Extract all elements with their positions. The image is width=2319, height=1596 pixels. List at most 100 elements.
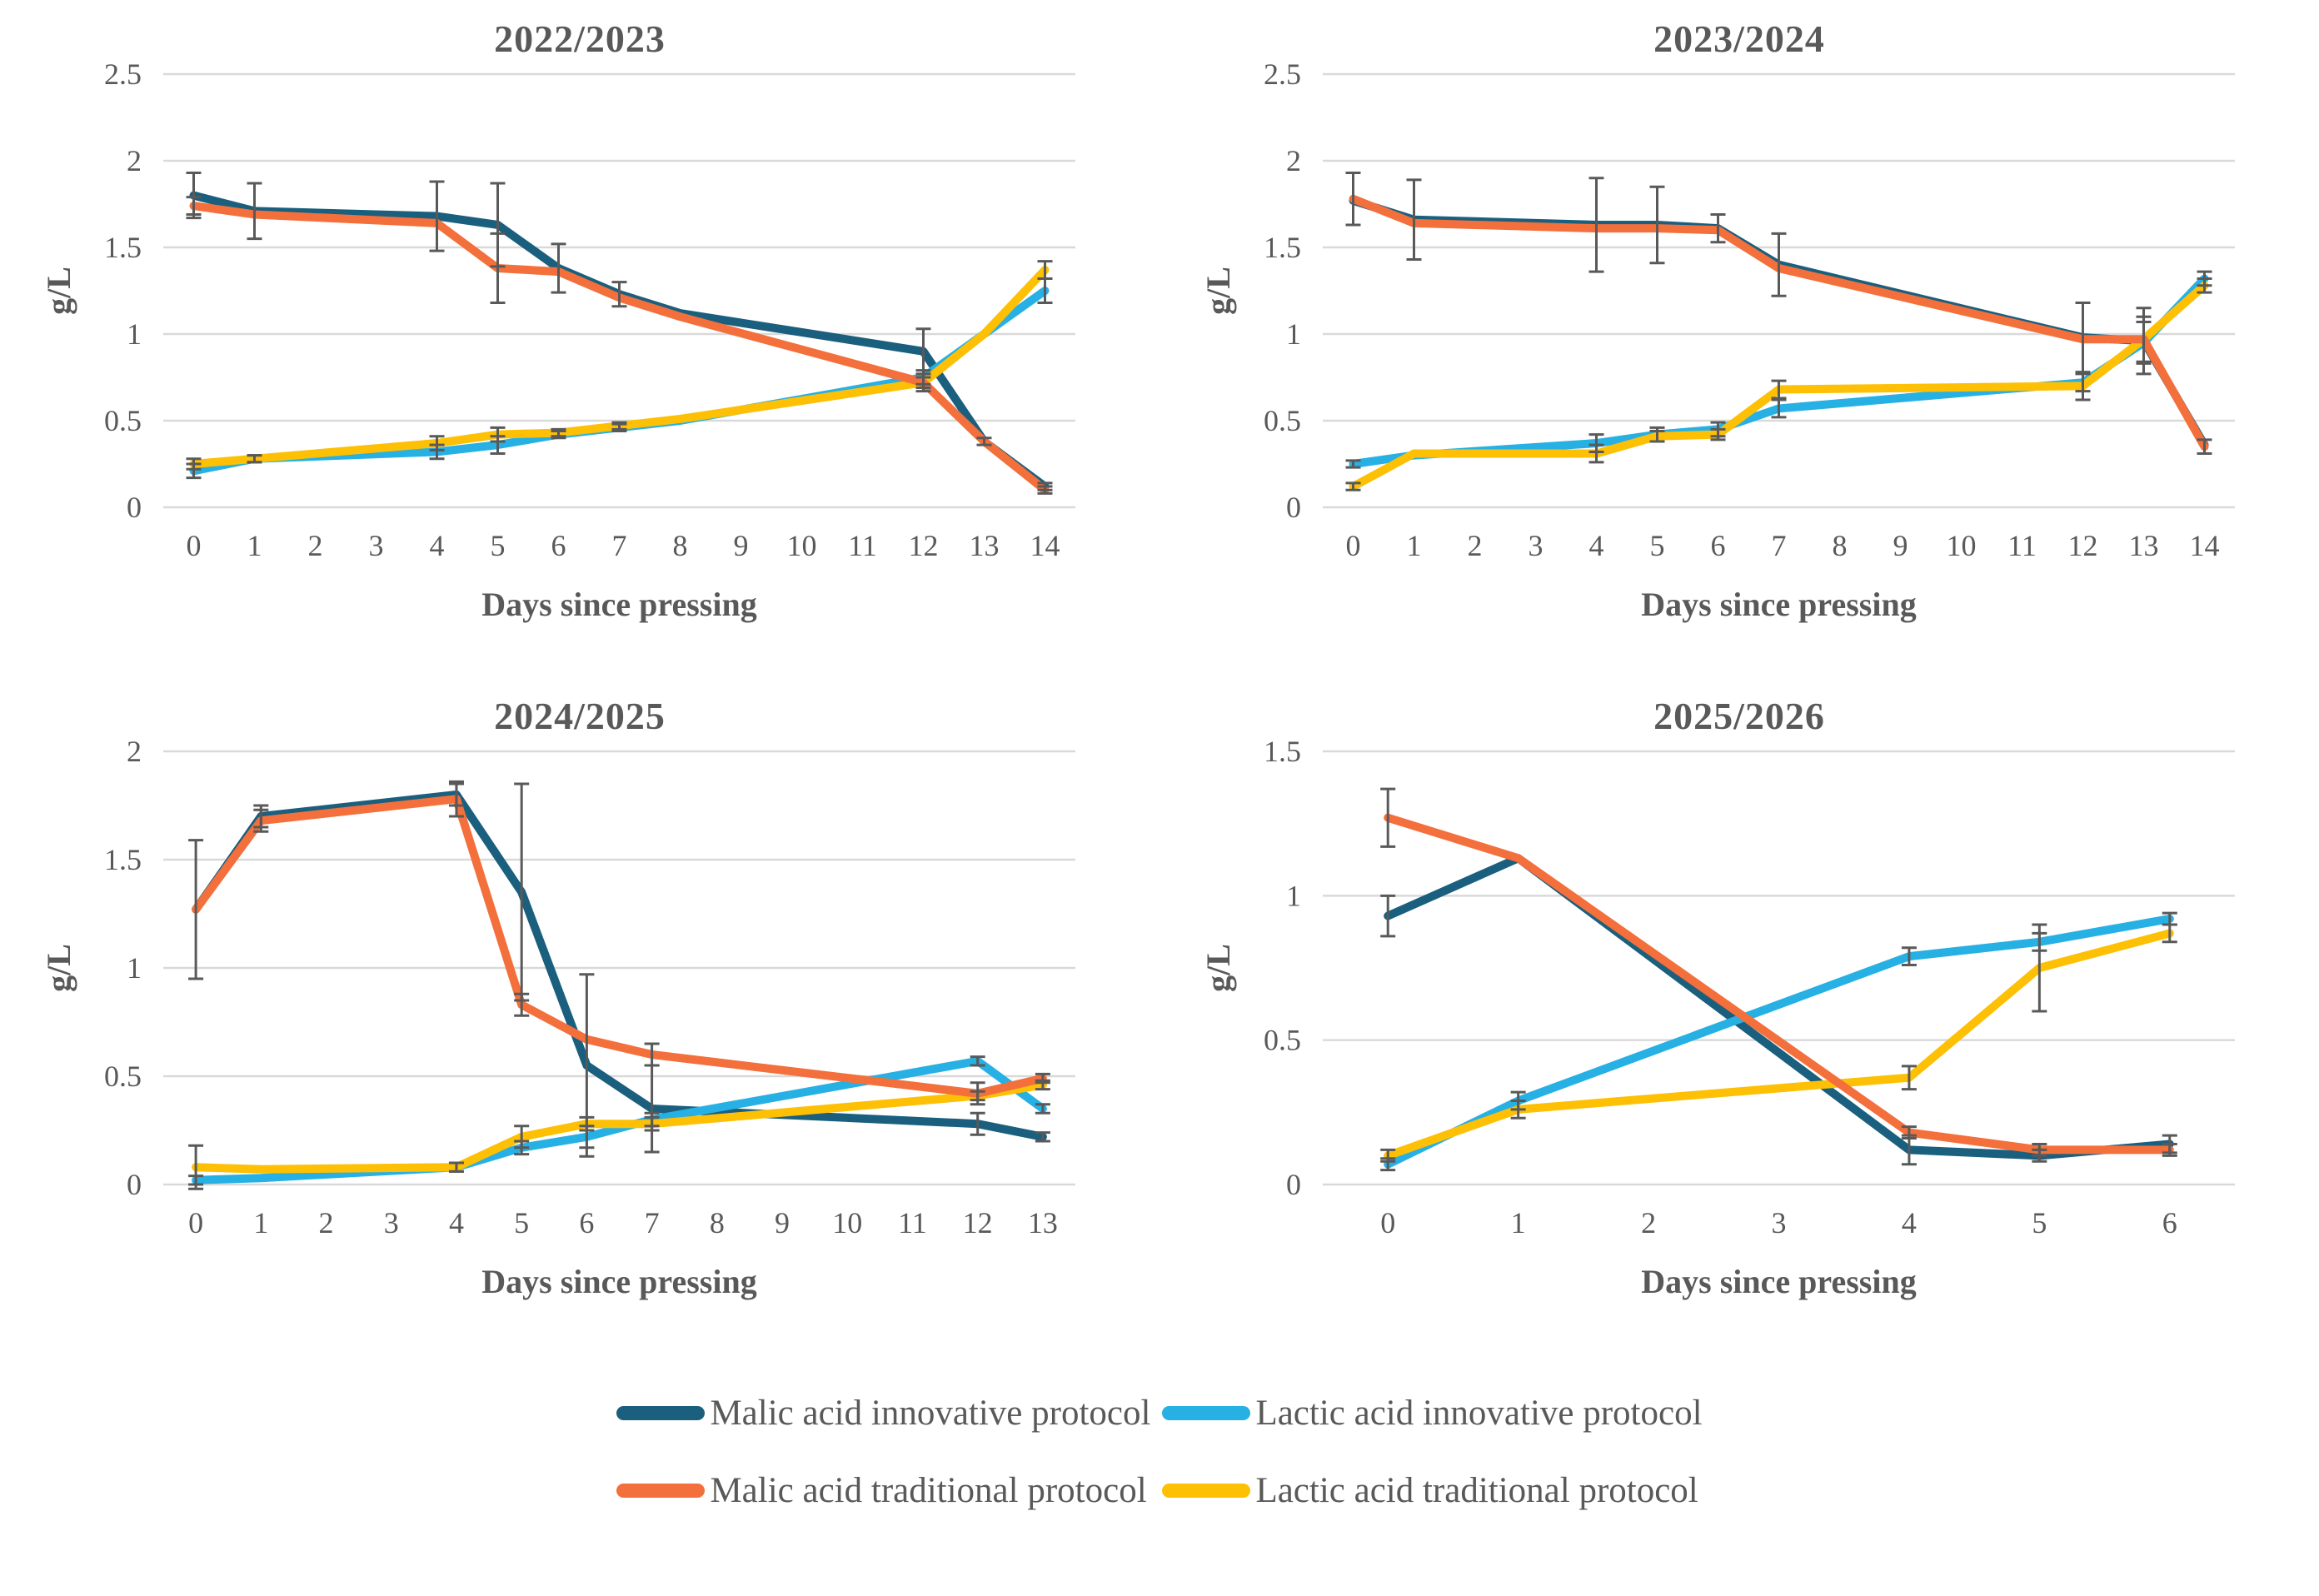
chart-title-2024-2025: 2024/2025 bbox=[494, 695, 666, 737]
y-tick-label: 0.5 bbox=[104, 404, 142, 437]
y-axis-label: g/L bbox=[40, 944, 77, 992]
y-tick-label: 2 bbox=[1286, 144, 1301, 177]
y-tick-label: 2.5 bbox=[104, 61, 142, 91]
x-tick-label: 6 bbox=[1711, 529, 1726, 562]
x-tick-label: 5 bbox=[1650, 529, 1665, 562]
y-tick-label: 2 bbox=[127, 738, 142, 768]
x-tick-label: 13 bbox=[1028, 1206, 1058, 1239]
x-tick-label: 13 bbox=[2129, 529, 2159, 562]
y-tick-label: 0 bbox=[127, 1168, 142, 1201]
y-tick-label: 0.5 bbox=[104, 1060, 142, 1093]
legend-grid: Malic acid innovative protocol Lactic ac… bbox=[616, 1393, 1703, 1511]
x-tick-label: 8 bbox=[673, 529, 688, 562]
x-tick-label: 7 bbox=[1772, 529, 1787, 562]
series-line-malic_innovative bbox=[192, 791, 1047, 1141]
x-tick-label: 2 bbox=[319, 1206, 334, 1239]
x-tick-label: 11 bbox=[2007, 529, 2037, 562]
x-axis-label: Days since pressing bbox=[481, 586, 756, 623]
legend-label: Lactic acid innovative protocol bbox=[1255, 1394, 1703, 1433]
series-line-lactic_innovative bbox=[192, 1056, 1047, 1185]
x-tick-label: 12 bbox=[2068, 529, 2098, 562]
x-tick-label: 14 bbox=[2190, 529, 2220, 562]
x-tick-label: 7 bbox=[645, 1206, 660, 1239]
series-line-lactic_traditional bbox=[189, 266, 1050, 468]
x-tick-label: 2 bbox=[1641, 1206, 1656, 1239]
chart-title-2023-2024: 2023/2024 bbox=[1653, 17, 1825, 60]
legend-item-lactic-innovative: Lactic acid innovative protocol bbox=[1162, 1393, 1703, 1434]
chart-title-2022-2023: 2022/2023 bbox=[494, 17, 666, 60]
legend-label: Lactic acid traditional protocol bbox=[1255, 1471, 1698, 1510]
x-tick-label: 4 bbox=[430, 529, 445, 562]
x-tick-label: 1 bbox=[253, 1206, 268, 1239]
x-tick-label: 5 bbox=[514, 1206, 529, 1239]
x-tick-label: 5 bbox=[491, 529, 506, 562]
x-tick-label: 3 bbox=[1529, 529, 1544, 562]
x-tick-label: 9 bbox=[734, 529, 749, 562]
x-axis-label: Days since pressing bbox=[1641, 586, 1916, 623]
x-tick-label: 2 bbox=[1468, 529, 1483, 562]
x-tick-label: 11 bbox=[898, 1206, 927, 1239]
x-tick-label: 6 bbox=[551, 529, 566, 562]
x-tick-label: 13 bbox=[970, 529, 1000, 562]
charts-grid: 2022/2023 0 0.5 1 1.5 2 2.5 0 1 2 3 4 5 6 7 8 9 10 11 12 13… bbox=[0, 0, 2319, 1354]
x-tick-label: 4 bbox=[449, 1206, 464, 1239]
chart-2023-2024: 2023/2024 0 0.5 1 1.5 2 2.5 0 1 2 3 4 5 6 7 8 9 10 11 12 13… bbox=[1160, 0, 2319, 677]
x-tick-label: 3 bbox=[1772, 1206, 1787, 1239]
chart-title-2025-2026: 2025/2026 bbox=[1653, 695, 1825, 737]
legend-label: Malic acid traditional protocol bbox=[710, 1471, 1147, 1510]
legend: Malic acid innovative protocol Lactic ac… bbox=[0, 1393, 2319, 1511]
chart-2025-2026-plot: 0 0.5 1 1.5 0 1 2 3 4 5 6 Days since pressing g/L bbox=[1199, 738, 2235, 1300]
x-tick-label: 0 bbox=[1380, 1206, 1395, 1239]
legend-label: Malic acid innovative protocol bbox=[710, 1394, 1151, 1433]
y-axis-label: g/L bbox=[1199, 267, 1237, 315]
x-tick-label: 14 bbox=[1030, 529, 1060, 562]
y-axis-label: g/L bbox=[40, 267, 77, 315]
x-tick-label: 0 bbox=[1346, 529, 1361, 562]
y-tick-label: 1.5 bbox=[104, 231, 142, 264]
x-tick-label: 8 bbox=[1833, 529, 1848, 562]
chart-2025-2026: 2025/2026 0 0.5 1 1.5 0 1 2 3 4 5 6 Days since pres… bbox=[1160, 677, 2319, 1354]
x-tick-label: 1 bbox=[1511, 1206, 1526, 1239]
x-tick-label: 6 bbox=[579, 1206, 594, 1239]
chart-2024-2025: 2024/2025 0 0.5 1 1.5 2 0 1 2 3 4 5 6 7 8 9 10 11 12 13 Day… bbox=[0, 677, 1160, 1354]
y-tick-label: 1.5 bbox=[1264, 231, 1301, 264]
x-tick-label: 1 bbox=[247, 529, 262, 562]
x-tick-label: 11 bbox=[848, 529, 877, 562]
lactic-innovative-line-swatch bbox=[1162, 1406, 1251, 1420]
x-tick-label: 4 bbox=[1589, 529, 1604, 562]
chart-2022-2023: 2022/2023 0 0.5 1 1.5 2 2.5 0 1 2 3 4 5 6 7 8 9 10 11 12 13… bbox=[0, 0, 1160, 677]
y-tick-label: 0 bbox=[127, 491, 142, 524]
x-tick-label: 2 bbox=[308, 529, 323, 562]
series-line-malic_traditional bbox=[189, 202, 1050, 495]
x-tick-label: 4 bbox=[1902, 1206, 1917, 1239]
y-tick-label: 0.5 bbox=[1264, 1024, 1301, 1057]
series-line-malic_innovative bbox=[189, 191, 1050, 491]
x-tick-label: 3 bbox=[384, 1206, 399, 1239]
legend-item-lactic-traditional: Lactic acid traditional protocol bbox=[1162, 1470, 1702, 1511]
y-tick-label: 1.5 bbox=[104, 843, 142, 876]
legend-item-malic-traditional: Malic acid traditional protocol bbox=[616, 1470, 1150, 1511]
y-tick-label: 1 bbox=[1286, 879, 1301, 912]
malic-traditional-line-swatch bbox=[616, 1484, 706, 1498]
x-tick-label: 5 bbox=[2032, 1206, 2047, 1239]
y-tick-label: 0 bbox=[1286, 1168, 1301, 1201]
y-tick-label: 1 bbox=[1286, 317, 1301, 351]
y-tick-label: 1 bbox=[127, 317, 142, 351]
y-tick-label: 2.5 bbox=[1264, 61, 1301, 91]
x-tick-label: 10 bbox=[832, 1206, 862, 1239]
x-tick-label: 0 bbox=[187, 529, 202, 562]
x-tick-label: 7 bbox=[612, 529, 627, 562]
lactic-traditional-line-swatch bbox=[1162, 1484, 1251, 1498]
x-tick-label: 0 bbox=[188, 1206, 203, 1239]
x-tick-label: 6 bbox=[2162, 1206, 2177, 1239]
x-axis-label: Days since pressing bbox=[1641, 1263, 1916, 1300]
y-tick-label: 1.5 bbox=[1264, 738, 1301, 768]
x-tick-label: 9 bbox=[775, 1206, 790, 1239]
x-tick-label: 9 bbox=[1893, 529, 1908, 562]
x-tick-label: 12 bbox=[963, 1206, 993, 1239]
y-axis-label: g/L bbox=[1199, 944, 1237, 992]
y-tick-label: 0 bbox=[1286, 491, 1301, 524]
